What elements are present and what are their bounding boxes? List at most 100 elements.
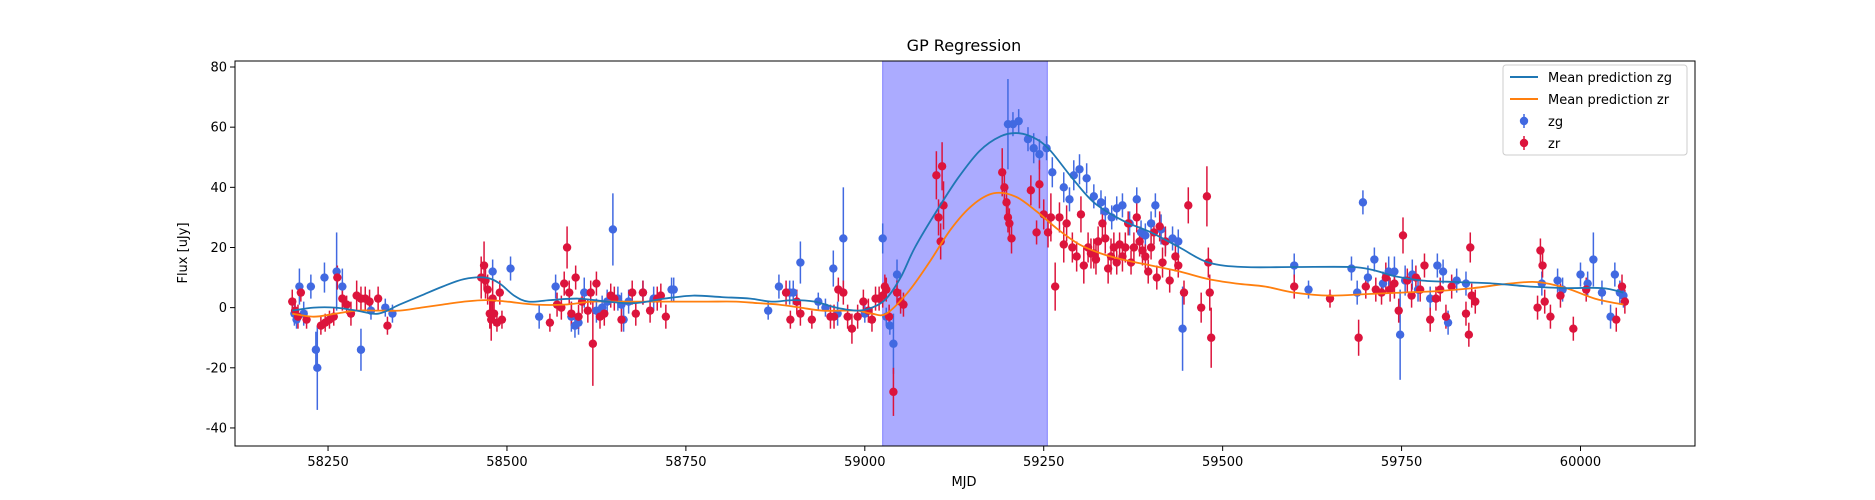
zr-point <box>483 285 491 293</box>
zr-point <box>1399 231 1407 239</box>
zr-point <box>882 285 890 293</box>
zr-point <box>1420 261 1428 269</box>
zr-point <box>793 297 801 305</box>
zr-point <box>1569 324 1577 332</box>
zg-point <box>488 267 496 275</box>
zr-point <box>646 306 654 314</box>
zr-point <box>1290 282 1298 290</box>
zr-point <box>1612 315 1620 323</box>
zr-point <box>383 321 391 329</box>
zg-point <box>775 282 783 290</box>
x-tick-label: 58750 <box>665 455 706 470</box>
zr-point <box>889 388 897 396</box>
zg-point <box>1364 273 1372 281</box>
zr-point <box>617 315 625 323</box>
zg-point <box>1598 288 1606 296</box>
zr-point <box>1466 243 1474 251</box>
zr-point <box>1098 219 1106 227</box>
zr-point <box>1556 291 1564 299</box>
zr-point <box>1155 222 1163 230</box>
zr-point <box>586 288 594 296</box>
zg-point <box>1065 195 1073 203</box>
zg-point <box>878 234 886 242</box>
zr-point <box>782 288 790 296</box>
zr-point <box>560 279 568 287</box>
y-tick-label: -40 <box>206 421 227 436</box>
zr-point <box>1094 237 1102 245</box>
zr-point <box>632 309 640 317</box>
zr-point <box>1104 264 1112 272</box>
zg-point <box>839 234 847 242</box>
zr-point <box>498 315 506 323</box>
x-tick-label: 59250 <box>1023 455 1064 470</box>
x-tick-label: 59750 <box>1381 455 1422 470</box>
zr-point <box>1060 240 1068 248</box>
zg-point <box>1370 255 1378 263</box>
zr-point <box>480 261 488 269</box>
zr-point <box>1432 294 1440 302</box>
zg-point <box>1118 201 1126 209</box>
zr-point <box>868 315 876 323</box>
zr-point <box>1077 210 1085 218</box>
zg-point <box>886 321 894 329</box>
zr-point <box>1144 267 1152 275</box>
zr-point <box>563 243 571 251</box>
zr-point <box>592 279 600 287</box>
zr-point <box>584 306 592 314</box>
zg-point <box>1133 195 1141 203</box>
zr-point <box>1072 252 1080 260</box>
zr-point <box>1000 183 1008 191</box>
zg-point <box>1290 261 1298 269</box>
zr-point <box>600 309 608 317</box>
zr-point <box>1206 288 1214 296</box>
zg-point <box>609 225 617 233</box>
zr-point <box>1538 261 1546 269</box>
zr-point <box>843 312 851 320</box>
zr-point <box>1101 234 1109 242</box>
y-tick-label: 60 <box>210 121 227 136</box>
zg-point <box>1147 219 1155 227</box>
zr-point <box>796 309 804 317</box>
zr-point <box>342 300 350 308</box>
zr-point <box>1395 306 1403 314</box>
zg-point <box>1178 324 1186 332</box>
zr-point <box>1007 234 1015 242</box>
zr-point <box>1035 180 1043 188</box>
zr-point <box>1536 246 1544 254</box>
zr-point <box>853 312 861 320</box>
zr-point <box>808 315 816 323</box>
zg-point <box>889 340 897 348</box>
zg-point <box>1151 201 1159 209</box>
zr-point <box>1165 276 1173 284</box>
zg-point <box>1075 165 1083 173</box>
x-tick-label: 59500 <box>1202 455 1243 470</box>
zg-point <box>320 273 328 281</box>
zr-point <box>1158 258 1166 266</box>
zr-point <box>859 297 867 305</box>
zg-point <box>357 346 365 354</box>
zg-point <box>1576 270 1584 278</box>
zg-point <box>1014 117 1022 125</box>
legend-label-zg-points: zg <box>1548 115 1563 130</box>
zg-point <box>1553 276 1561 284</box>
zr-point <box>1068 243 1076 251</box>
zr-point <box>1092 255 1100 263</box>
x-tick-label: 58500 <box>486 455 527 470</box>
zr-point <box>1203 192 1211 200</box>
zr-point <box>1184 201 1192 209</box>
zr-point <box>1121 243 1129 251</box>
zr-point <box>1032 228 1040 236</box>
zr-legend-point <box>1520 139 1528 147</box>
zr-point <box>1147 243 1155 251</box>
zr-point <box>546 318 554 326</box>
zr-point <box>1002 198 1010 206</box>
zg-point <box>1060 183 1068 191</box>
chart-title: GP Regression <box>907 36 1022 55</box>
zr-point <box>938 162 946 170</box>
zr-point <box>830 312 838 320</box>
zr-point <box>998 168 1006 176</box>
x-tick-label: 58250 <box>307 455 348 470</box>
zg-point <box>535 312 543 320</box>
zr-point <box>333 273 341 281</box>
zg-point <box>338 282 346 290</box>
